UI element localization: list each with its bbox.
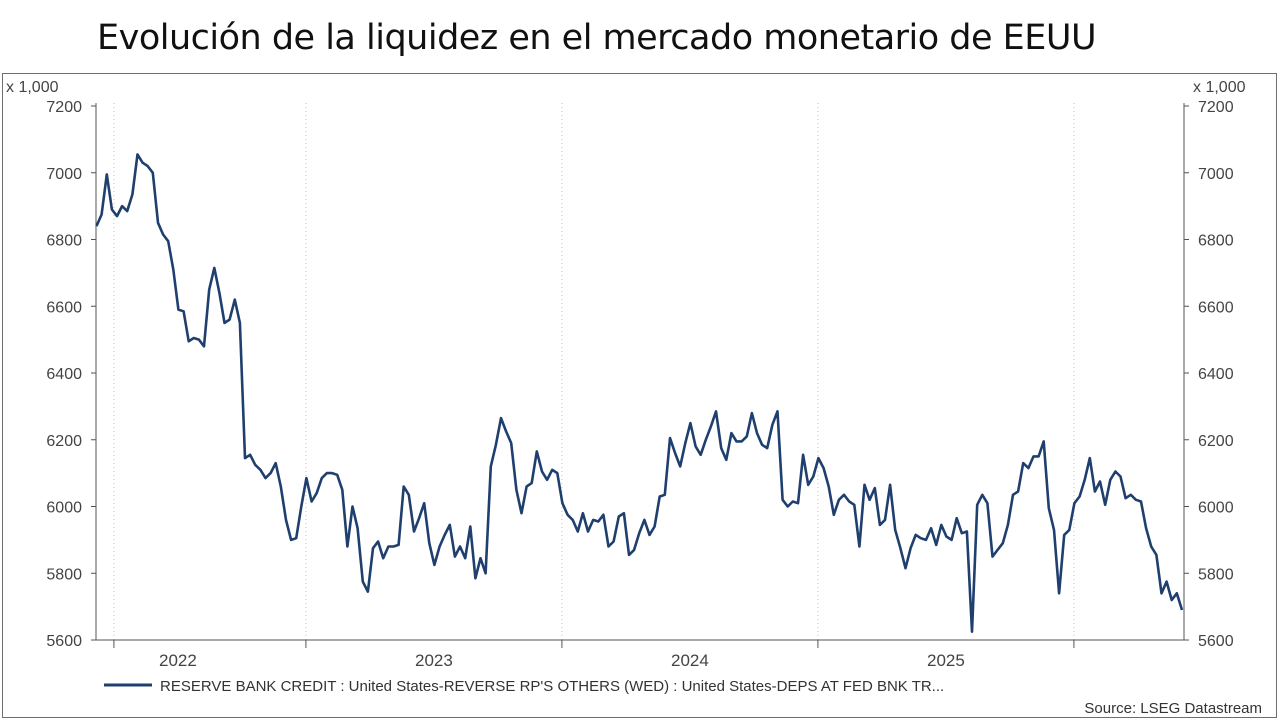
y-tick-label-right: 6000 [1198,500,1234,517]
y-tick-label-left: 6600 [46,299,82,316]
axes: x 1,000 x 1,000 [6,79,1246,641]
x-tick-labels: 2022 2023 2024 2025 [113,640,1075,670]
y-tick-label-left: 6800 [46,233,82,250]
y-tick-label-right: 6600 [1198,299,1234,316]
chart-frame [2,73,1277,718]
x-year-label: 2023 [415,651,453,670]
y-tick-label-right: 6400 [1198,366,1234,383]
y-tick-label-right: 5800 [1198,566,1234,583]
y-tick-label-left: 6400 [46,366,82,383]
y-tick-label-left: 5800 [46,566,82,583]
x-year-label: 2022 [159,651,197,670]
y-tick-label-right: 7000 [1198,166,1234,183]
y-tick-label-left: 5600 [46,633,82,650]
right-multiplier-label: x 1,000 [1193,79,1246,96]
left-multiplier-label: x 1,000 [6,79,59,96]
y-tick-label-left: 7200 [46,99,82,116]
y-tick-labels: 7200 7200 7000 7000 6800 6800 6600 6600 6400 6400… [46,99,1233,650]
y-tick-label-right: 5600 [1198,633,1234,650]
source-label: Source: LSEG Datastream [1084,700,1262,717]
legend: RESERVE BANK CREDIT : United States-REVE… [104,678,944,695]
y-tick-label-right: 7200 [1198,99,1234,116]
gridlines [113,103,1075,640]
x-year-label: 2024 [671,651,709,670]
x-year-label: 2025 [927,651,965,670]
y-tick-label-right: 6200 [1198,433,1234,450]
y-tick-label-left: 6200 [46,433,82,450]
series-line [95,153,1184,633]
y-tick-label-right: 6800 [1198,233,1234,250]
legend-label: RESERVE BANK CREDIT : United States-REVE… [160,678,944,695]
y-tick-label-left: 7000 [46,166,82,183]
page-title: Evolución de la liquidez en el mercado m… [97,18,1097,58]
y-tick-label-left: 6000 [46,500,82,517]
